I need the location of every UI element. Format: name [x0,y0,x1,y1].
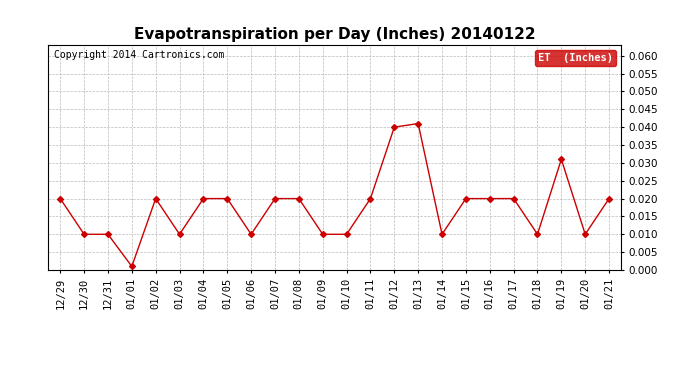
Legend: ET  (Inches): ET (Inches) [535,50,615,66]
Text: Copyright 2014 Cartronics.com: Copyright 2014 Cartronics.com [54,50,224,60]
Title: Evapotranspiration per Day (Inches) 20140122: Evapotranspiration per Day (Inches) 2014… [134,27,535,42]
